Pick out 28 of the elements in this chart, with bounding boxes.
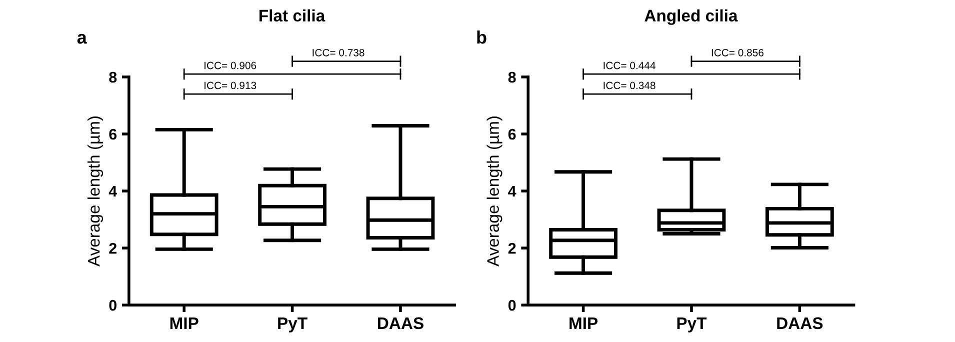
y-tick-label: 8 bbox=[109, 72, 117, 83]
y-tick-label: 6 bbox=[508, 128, 516, 140]
y-tick-label: 4 bbox=[508, 186, 516, 197]
y-tick-label: 0 bbox=[508, 300, 516, 311]
text: b bbox=[477, 30, 486, 44]
text: ICC= 0.906 bbox=[204, 62, 256, 70]
annotation: ICC= 0.348 bbox=[604, 82, 656, 90]
y-axis-title: Average length (µm) bbox=[486, 116, 502, 266]
text: ICC= 0.738 bbox=[312, 48, 364, 56]
y-tick-label: 2 bbox=[508, 242, 516, 254]
y-tick-label: 6 bbox=[109, 128, 117, 140]
y-tick-label: 4 bbox=[108, 186, 118, 197]
text: ICC= 0.444 bbox=[604, 62, 656, 70]
annotation: ICC= 0.913 bbox=[204, 82, 256, 90]
x-tick-label: PyT bbox=[278, 317, 308, 332]
chart-title: Angled cilia bbox=[644, 9, 738, 25]
y-tick-label: 8 bbox=[508, 72, 516, 83]
y-axis-title: Average length (µm) bbox=[88, 116, 104, 266]
x-tick-label: MIP bbox=[570, 317, 598, 329]
y-tick-label: 2 bbox=[109, 242, 117, 254]
x-tick-label: PyT bbox=[677, 317, 707, 332]
y-tick-label: 0 bbox=[109, 300, 116, 311]
x-tick-label: DAAS bbox=[777, 317, 823, 330]
x-tick-label: DAAS bbox=[378, 317, 424, 330]
x-tick-label: MIP bbox=[170, 317, 198, 329]
text: a bbox=[77, 34, 87, 44]
chart-title: Flat cilia bbox=[260, 9, 326, 22]
text: ICC= 0.856 bbox=[712, 48, 764, 56]
